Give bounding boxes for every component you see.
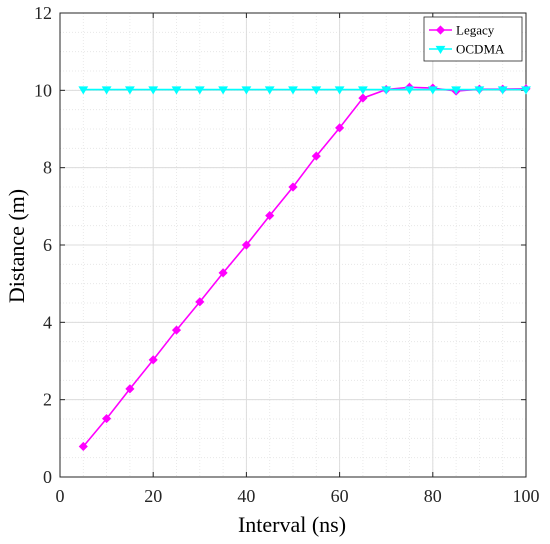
- data-point: [334, 86, 345, 95]
- data-point: [218, 268, 228, 278]
- x-tick-label: 60: [331, 486, 349, 506]
- data-point: [148, 86, 159, 95]
- y-tick-label: 10: [34, 80, 52, 100]
- x-axis-label: Interval (ns): [238, 512, 346, 537]
- data-point: [102, 414, 112, 424]
- data-point: [335, 123, 345, 133]
- data-point: [124, 86, 135, 95]
- data-point: [427, 86, 438, 95]
- data-point: [288, 86, 298, 95]
- x-tick-label: 40: [237, 486, 255, 506]
- legend: Legacy OCDMA: [423, 16, 523, 62]
- data-point: [521, 86, 531, 95]
- data-point: [78, 441, 88, 452]
- data-point: [451, 86, 462, 95]
- data-point: [311, 86, 322, 95]
- axes: 0 20 40 60 80 100 0 2 4 6 8 10 12: [34, 3, 540, 506]
- data-point: [474, 86, 485, 95]
- data-point: [288, 182, 298, 192]
- data-point: [194, 86, 205, 95]
- data-point: [404, 86, 415, 95]
- data-point: [358, 93, 368, 103]
- legend-label: Legacy: [456, 23, 495, 38]
- series-ocdma: [78, 86, 531, 95]
- data-point: [381, 86, 392, 95]
- data-point: [195, 297, 205, 307]
- data-point: [101, 86, 112, 95]
- plot-area: [78, 82, 531, 452]
- y-tick-label: 12: [34, 3, 52, 23]
- legend-item: Legacy: [429, 23, 495, 38]
- data-point: [171, 325, 182, 335]
- legend-marker: [435, 45, 446, 54]
- data-point: [78, 86, 89, 95]
- x-tick-label: 20: [144, 486, 162, 506]
- x-tick-label: 80: [424, 486, 442, 506]
- data-point: [497, 86, 508, 95]
- data-point: [357, 86, 368, 95]
- y-tick-label: 0: [43, 467, 52, 487]
- x-tick-label: 100: [513, 486, 540, 506]
- y-tick-label: 4: [43, 312, 52, 332]
- data-point: [218, 86, 229, 95]
- x-tick-label: 0: [56, 486, 65, 506]
- data-point: [241, 86, 252, 95]
- data-point: [265, 211, 275, 221]
- y-axis-label: Distance (m): [4, 189, 29, 303]
- y-tick-label: 6: [43, 235, 52, 255]
- legend-label: OCDMA: [456, 42, 505, 57]
- data-point: [171, 86, 182, 95]
- data-point: [264, 86, 275, 95]
- y-tick-label: 8: [43, 158, 52, 178]
- y-tick-label: 2: [43, 390, 52, 410]
- data-point: [241, 240, 251, 250]
- data-point: [148, 355, 158, 365]
- data-point: [125, 384, 135, 394]
- legend-item: OCDMA: [429, 42, 505, 57]
- data-point: [311, 151, 321, 161]
- legend-marker: [435, 25, 446, 35]
